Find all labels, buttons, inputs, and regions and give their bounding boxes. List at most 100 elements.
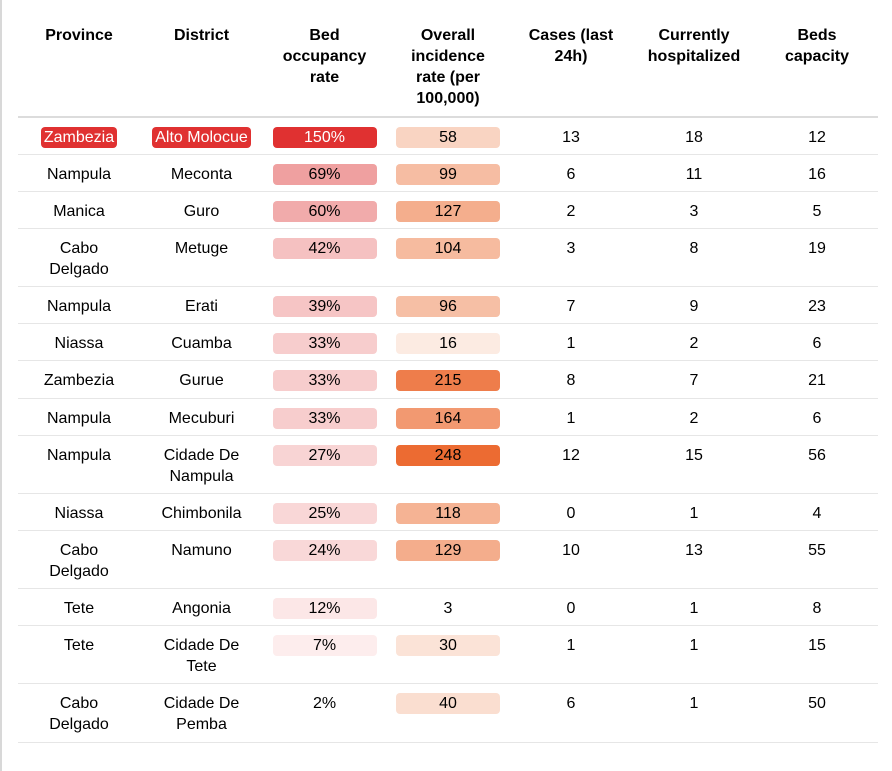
bed-occupancy-cell-pill: 42%	[272, 238, 377, 259]
header-cases-last-24h[interactable]: Cases (last 24h)	[510, 0, 632, 116]
cases-cell: 7	[566, 298, 576, 315]
incidence-cell-pill: 3	[443, 600, 453, 617]
cases-cell: 12	[562, 447, 580, 464]
beds-capacity-cell: 19	[808, 240, 826, 257]
table-row[interactable]: Cabo Delgado Metuge 42% 104 3 8 19	[18, 229, 878, 287]
hospitalized-cell: 3	[689, 203, 699, 220]
district-cell: Alto Molocue	[140, 118, 263, 154]
bed-occupancy-cell-pill: 33%	[272, 333, 377, 354]
beds-capacity-cell: 55	[808, 542, 826, 559]
hospitalized-cell: 11	[685, 166, 703, 183]
province-cell: Zambezia	[43, 372, 115, 389]
header-district[interactable]: District	[173, 27, 230, 44]
table-row[interactable]: Nampula Cidade De Nampula 27% 248 12 15 56	[18, 436, 878, 494]
province-cell: Nampula	[46, 447, 112, 464]
header-currently-hospitalized[interactable]: Currently hospitalized	[632, 0, 756, 116]
province-cell: Niassa	[54, 505, 104, 522]
province-cell: Cabo Delgado	[49, 542, 109, 580]
bed-occupancy-cell: 60%	[263, 192, 386, 228]
cases-cell: 1	[566, 335, 576, 352]
cases-cell: 1	[566, 410, 576, 427]
bed-occupancy-cell: 33%	[263, 324, 386, 360]
incidence-cell-pill: 96	[396, 296, 500, 317]
incidence-cell: 3	[386, 589, 510, 625]
incidence-cell: 104	[386, 229, 510, 286]
hospitalized-cell: 8	[689, 240, 699, 257]
province-cell: Cabo Delgado	[49, 240, 109, 278]
header-bed-occupancy-rate[interactable]: Bed occupancy rate	[263, 0, 386, 116]
beds-capacity-cell: 5	[812, 203, 822, 220]
bed-occupancy-cell-pill: 33%	[272, 370, 377, 391]
hospitalized-cell: 1	[689, 695, 699, 712]
beds-capacity-cell: 56	[808, 447, 826, 464]
incidence-cell-pill: 40	[396, 693, 500, 714]
bed-occupancy-cell: 2%	[263, 684, 386, 742]
hospitalized-cell: 18	[685, 129, 703, 146]
bed-occupancy-cell-pill: 7%	[272, 635, 377, 656]
table-row[interactable]: Tete Angonia 12% 3 0 1 8	[18, 589, 878, 626]
header-overall-incidence-rate[interactable]: Overall incidence rate (per 100,000)	[386, 0, 510, 116]
header-cases-last-24h-text: Cases (last 24h)	[528, 27, 614, 65]
header-province[interactable]: Province	[45, 27, 113, 44]
bed-occupancy-cell: 12%	[263, 589, 386, 625]
table-header: Province District Bed occupancy rate Ove…	[18, 0, 878, 118]
incidence-cell-pill: 30	[396, 635, 500, 656]
province-cell: Manica	[53, 203, 105, 220]
province-cell: Niassa	[54, 335, 104, 352]
bed-occupancy-cell-pill: 69%	[272, 164, 377, 185]
incidence-cell-pill: 248	[396, 445, 500, 466]
table-row[interactable]: Niassa Cuamba 33% 16 1 2 6	[18, 324, 878, 361]
beds-capacity-cell: 8	[812, 600, 822, 617]
incidence-cell-pill: 104	[396, 238, 500, 259]
beds-capacity-cell: 15	[808, 637, 826, 654]
district-cell-highlight: Alto Molocue	[152, 127, 251, 148]
province-cell-highlight: Zambezia	[40, 127, 118, 148]
beds-capacity-cell: 21	[808, 372, 826, 389]
table-row[interactable]: Nampula Erati 39% 96 7 9 23	[18, 287, 878, 324]
province-cell: Nampula	[46, 298, 112, 315]
beds-capacity-cell: 6	[812, 410, 822, 427]
hospitalized-cell: 2	[689, 410, 699, 427]
table-row[interactable]: Zambezia Gurue 33% 215 8 7 21	[18, 361, 878, 399]
table-row[interactable]: Nampula Mecuburi 33% 164 1 2 6	[18, 399, 878, 436]
incidence-cell-pill: 164	[396, 408, 500, 429]
table-row[interactable]: Nampula Meconta 69% 99 6 11 16	[18, 155, 878, 192]
incidence-cell: 118	[386, 494, 510, 530]
beds-capacity-cell: 50	[808, 695, 826, 712]
hospitalized-cell: 13	[685, 542, 703, 559]
hospitalized-cell: 9	[689, 298, 699, 315]
incidence-cell: 99	[386, 155, 510, 191]
beds-capacity-cell: 16	[808, 166, 826, 183]
header-beds-capacity[interactable]: Beds capacity	[756, 0, 878, 116]
incidence-cell-pill: 129	[396, 540, 500, 561]
table-row[interactable]: Tete Cidade De Tete 7% 30 1 1 15	[18, 626, 878, 684]
beds-capacity-cell: 12	[808, 129, 826, 146]
bed-occupancy-cell: 39%	[263, 287, 386, 323]
cases-cell: 0	[566, 600, 576, 617]
incidence-cell: 129	[386, 531, 510, 588]
district-cell: Cidade De Nampula	[163, 447, 240, 485]
district-cell: Meconta	[170, 166, 233, 183]
table-row[interactable]: Zambezia Alto Molocue 150% 58 13 18 12	[18, 118, 878, 155]
header-bed-occupancy-rate-text: Bed occupancy rate	[282, 27, 367, 86]
cases-cell: 3	[566, 240, 576, 257]
incidence-cell: 127	[386, 192, 510, 228]
bed-occupancy-cell: 69%	[263, 155, 386, 191]
province-cell: Tete	[63, 637, 95, 654]
table-row[interactable]: Cabo Delgado Namuno 24% 129 10 13 55	[18, 531, 878, 589]
cases-cell: 10	[562, 542, 580, 559]
province-cell: Nampula	[46, 166, 112, 183]
table-row[interactable]: Manica Guro 60% 127 2 3 5	[18, 192, 878, 229]
bed-occupancy-cell-pill: 150%	[272, 127, 377, 148]
bed-occupancy-cell: 33%	[263, 399, 386, 435]
province-cell: Zambezia	[18, 118, 140, 154]
table-row[interactable]: Niassa Chimbonila 25% 118 0 1 4	[18, 494, 878, 531]
incidence-cell-pill: 118	[396, 503, 500, 524]
beds-capacity-cell: 6	[812, 335, 822, 352]
province-cell: Cabo Delgado	[49, 695, 109, 733]
district-cell: Cidade De Pemba	[163, 695, 240, 733]
province-cell: Nampula	[46, 410, 112, 427]
hospitalized-cell: 15	[685, 447, 703, 464]
cases-cell: 2	[566, 203, 576, 220]
table-row[interactable]: Cabo Delgado Cidade De Pemba 2% 40 6 1 50	[18, 684, 878, 743]
